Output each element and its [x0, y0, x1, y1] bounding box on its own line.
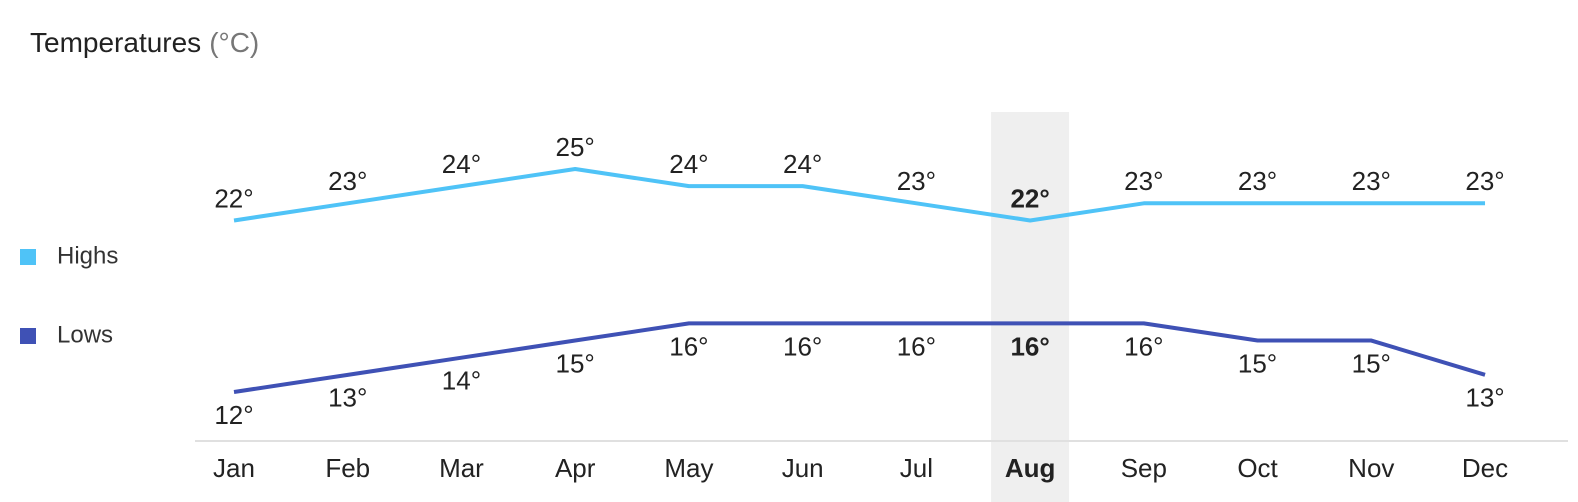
- data-label: 23°: [328, 166, 367, 196]
- data-label: 25°: [556, 132, 595, 162]
- data-label: 14°: [442, 366, 481, 396]
- chart-title: Temperatures: [30, 27, 201, 58]
- data-label: 16°: [1010, 331, 1049, 361]
- legend-label: Highs: [57, 242, 118, 269]
- series-line: [233, 167, 1486, 223]
- data-label: 22°: [214, 183, 253, 213]
- data-label: 24°: [442, 149, 481, 179]
- data-label: 24°: [783, 149, 822, 179]
- series-line: [233, 321, 1486, 394]
- data-label: 12°: [214, 400, 253, 430]
- legend-label: Lows: [57, 321, 113, 348]
- x-tick-label: Mar: [439, 453, 484, 483]
- x-tick-label: Feb: [325, 453, 370, 483]
- chart-unit: (°C): [209, 27, 259, 58]
- legend-swatch: [20, 249, 36, 265]
- x-tick-label: Jul: [900, 453, 933, 483]
- data-label: 23°: [1465, 166, 1504, 196]
- x-tick-label: Aug: [1005, 453, 1056, 483]
- data-label: 15°: [1352, 348, 1391, 378]
- data-label: 13°: [328, 383, 367, 413]
- data-label: 16°: [783, 331, 822, 361]
- data-label: 23°: [897, 166, 936, 196]
- x-tick-label: Jun: [782, 453, 824, 483]
- x-tick-label: Jan: [213, 453, 255, 483]
- x-tick-label: May: [664, 453, 713, 483]
- x-tick-label: Apr: [555, 453, 596, 483]
- highlight-band: [991, 112, 1070, 502]
- legend-swatch: [20, 328, 36, 344]
- data-label: 24°: [669, 149, 708, 179]
- data-label: 15°: [1238, 348, 1277, 378]
- data-label: 16°: [897, 331, 936, 361]
- data-label: 23°: [1238, 166, 1277, 196]
- chart-title-group: Temperatures (°C): [30, 27, 259, 58]
- data-label: 22°: [1010, 183, 1049, 213]
- data-label: 13°: [1465, 383, 1504, 413]
- data-label: 23°: [1124, 166, 1163, 196]
- x-tick-label: Sep: [1121, 453, 1167, 483]
- data-label: 16°: [1124, 331, 1163, 361]
- x-tick-label: Nov: [1348, 453, 1394, 483]
- x-tick-label: Oct: [1237, 453, 1278, 483]
- data-label: 23°: [1352, 166, 1391, 196]
- data-label: 15°: [556, 348, 595, 378]
- data-label: 16°: [669, 331, 708, 361]
- x-tick-label: Dec: [1462, 453, 1508, 483]
